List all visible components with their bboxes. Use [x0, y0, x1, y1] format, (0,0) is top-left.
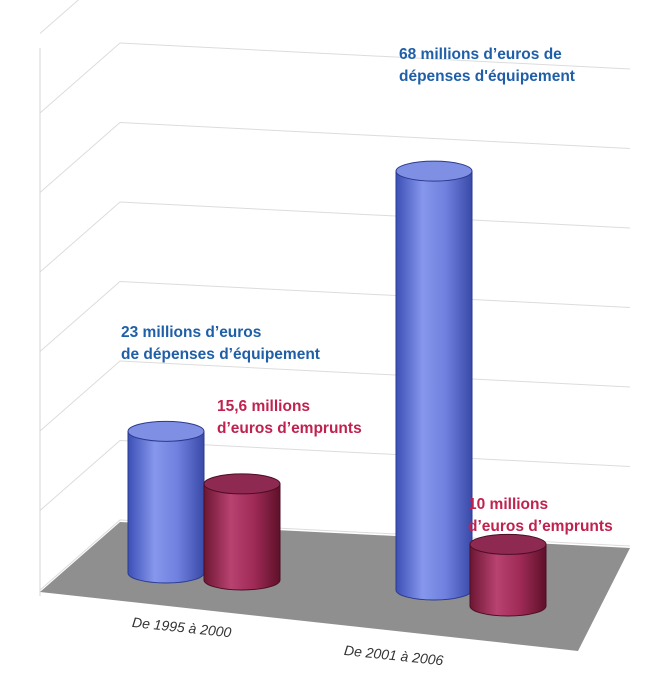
- bar-cap: [469, 533, 547, 555]
- bar-body: [127, 430, 205, 584]
- gridlines: [39, 0, 631, 596]
- bar-body: [203, 483, 281, 591]
- gridline: [39, 201, 631, 273]
- data-label-line: de dépenses d’équipement: [121, 346, 320, 363]
- bar: [469, 533, 547, 617]
- data-label-line: dépenses d'équipement: [399, 68, 575, 85]
- bar-cap: [395, 160, 473, 182]
- data-label-line: 23 millions d’euros: [121, 324, 262, 341]
- bar-body: [395, 170, 473, 601]
- data-label: 15,6 millions d’euros d’emprunts: [217, 396, 362, 440]
- data-label-line: d’euros d’emprunts: [468, 518, 613, 535]
- gridline: [39, 42, 631, 114]
- bar-cap: [127, 420, 205, 442]
- gridline: [39, 121, 631, 193]
- data-label-line: 10 millions: [468, 496, 549, 513]
- data-label-line: d’euros d’emprunts: [217, 420, 362, 437]
- data-label-line: 15,6 millions: [217, 398, 311, 415]
- data-label: 23 millions d’euros de dépenses d’équipe…: [121, 322, 320, 366]
- bar-cap: [203, 473, 281, 495]
- data-label: 68 millions d’euros de dépenses d'équipe…: [399, 44, 575, 88]
- bar: [127, 420, 205, 584]
- bar-body: [469, 543, 547, 617]
- data-label-line: 68 millions d’euros de: [399, 46, 562, 63]
- gridline: [39, 0, 80, 34]
- bar: [203, 473, 281, 591]
- data-label: 10 millions d’euros d’emprunts: [468, 494, 613, 538]
- bar: [395, 160, 473, 601]
